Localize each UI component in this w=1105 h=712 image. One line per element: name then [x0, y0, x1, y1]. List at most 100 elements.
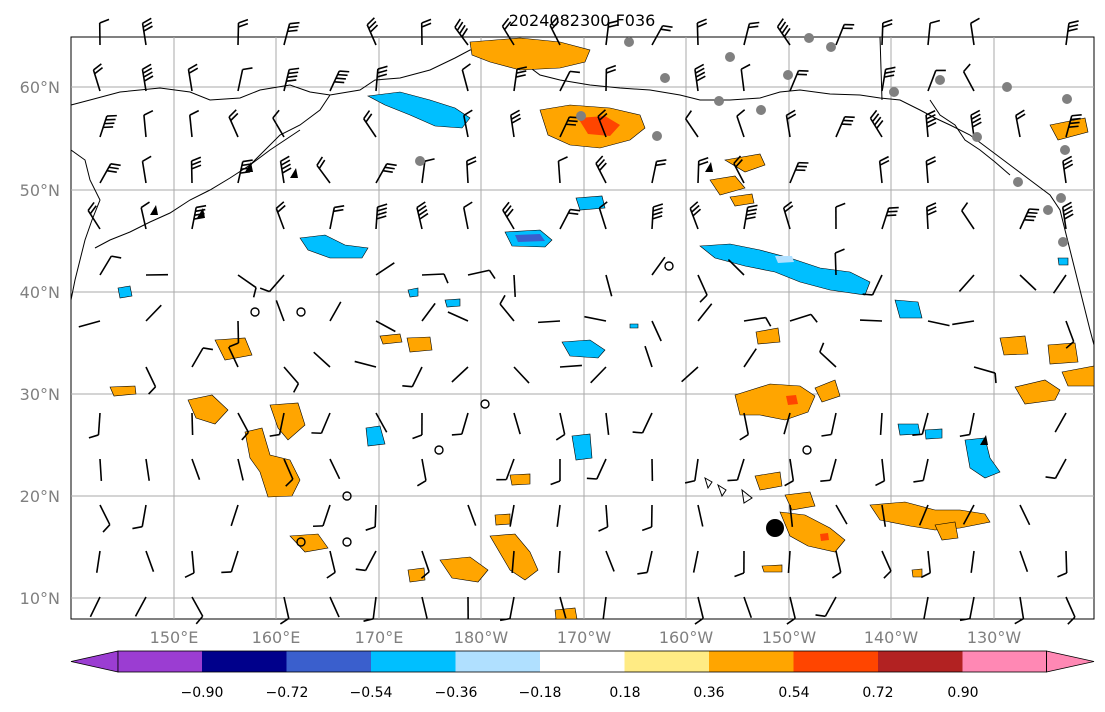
wind-barb-feather [242, 67, 253, 71]
wind-barb [145, 366, 157, 388]
negative-contours [117, 91, 1069, 479]
map-panel [70, 17, 1095, 625]
wind-barb-feather [567, 119, 578, 123]
wind-barb-feather [695, 67, 705, 74]
wind-barb [789, 458, 795, 481]
wind-barb-feather [285, 478, 294, 487]
wind-barb-feather [289, 67, 300, 71]
wind-barb-feather [277, 204, 286, 213]
wind-barb-pennant [245, 162, 253, 172]
wind-barb [188, 115, 193, 138]
alaska-peninsula [249, 94, 331, 166]
wind-barb-feather [466, 156, 477, 162]
colorbar-tick: 0.36 [693, 685, 724, 701]
wind-barb-feather [456, 21, 464, 31]
wind-barb-feather [269, 433, 280, 437]
colorbar [70, 650, 1095, 673]
wind-barb [467, 269, 490, 276]
wind-barb-feather [195, 208, 206, 213]
wind-barb-feather [786, 113, 797, 120]
wind-barb [605, 274, 613, 297]
wind-barb-feather [110, 163, 121, 167]
wind-barb-feather [696, 75, 706, 82]
wind-barb-feather [516, 70, 527, 74]
wind-barb-feather [488, 269, 496, 280]
wind-barb-feather [417, 205, 427, 213]
wind-barb [1052, 274, 1067, 294]
wind-barb [559, 364, 583, 368]
lon-label: 150°W [762, 628, 817, 647]
lat-label: 50°N [20, 181, 60, 200]
wind-barb [556, 504, 561, 527]
colorbar-segment [202, 651, 287, 672]
wind-barb [559, 71, 571, 92]
colorbar-tick: 0.72 [862, 685, 893, 701]
wind-barb [829, 458, 837, 481]
lon-label: 160°W [659, 628, 714, 647]
lat-label: 60°N [20, 78, 60, 97]
wind-barb [451, 366, 469, 383]
wind-barb [89, 596, 101, 618]
wind-barb [1065, 596, 1076, 618]
wind-barb-feather [92, 63, 102, 71]
wind-barb [374, 504, 377, 528]
wind-barb-feather [221, 571, 232, 574]
wind-barb [513, 412, 521, 435]
wind-barb-feather [689, 201, 699, 210]
wind-barb [962, 504, 975, 525]
wind-barb-feather [516, 66, 527, 70]
wind-barb-feather [551, 20, 560, 30]
wind-barb [463, 115, 469, 138]
wind-barb [237, 458, 244, 481]
wind-barb [375, 262, 395, 276]
wind-barb-feather [926, 117, 937, 124]
wind-barb-feather [871, 113, 880, 123]
wind-barb [736, 458, 745, 481]
wind-barb-feather [188, 63, 198, 70]
wind-barb-feather [684, 110, 693, 120]
wind-barb-feather [94, 66, 104, 75]
wind-barb-feather [994, 372, 997, 384]
wind-barb-feather [259, 287, 270, 293]
wind-barb-feather [272, 109, 280, 119]
wind-barb [191, 412, 194, 436]
wind-barb-feather [503, 21, 512, 31]
wind-barb-feather [555, 433, 566, 441]
wind-barb [421, 550, 430, 573]
wind-barb [694, 458, 699, 481]
wind-barb-feather [230, 112, 239, 122]
wind-barb-feather [191, 156, 202, 162]
wind-barb-feather [926, 202, 937, 208]
wind-barb [973, 366, 996, 374]
wind-barb-feather [466, 160, 477, 166]
wind-barb-feather [1024, 218, 1035, 222]
wind-barb-feather [282, 167, 292, 174]
colorbar-extend-high [1046, 650, 1095, 673]
wind-barb-feather [926, 156, 936, 162]
wind-barb-feather [1071, 113, 1082, 117]
wind-barb [272, 117, 285, 138]
wind-barb-feather [692, 208, 702, 217]
aleutian-chain [94, 129, 301, 249]
wind-barb-feather [959, 433, 970, 438]
wind-barb-feather [184, 572, 195, 579]
wind-barb-feather [334, 204, 345, 209]
wind-barb-feather [781, 24, 789, 34]
wind-barb [320, 412, 331, 434]
wind-barb [859, 319, 883, 322]
wind-barb [447, 311, 469, 322]
wind-barb [509, 596, 515, 619]
wind-barb-feather [749, 21, 760, 25]
wind-barb [1019, 504, 1031, 526]
wind-barb-feather [189, 109, 200, 116]
wind-barb-feather [1062, 201, 1072, 208]
colorbar-segment [878, 651, 963, 672]
wind-barb [681, 366, 699, 383]
kamchatka-coast [70, 149, 101, 301]
wind-barb [329, 458, 341, 480]
wind-barb [283, 596, 290, 619]
wind-barb [78, 320, 101, 328]
wind-barb-feather [597, 109, 606, 118]
wind-barb-feather [1068, 125, 1079, 129]
wind-barb [697, 504, 704, 527]
